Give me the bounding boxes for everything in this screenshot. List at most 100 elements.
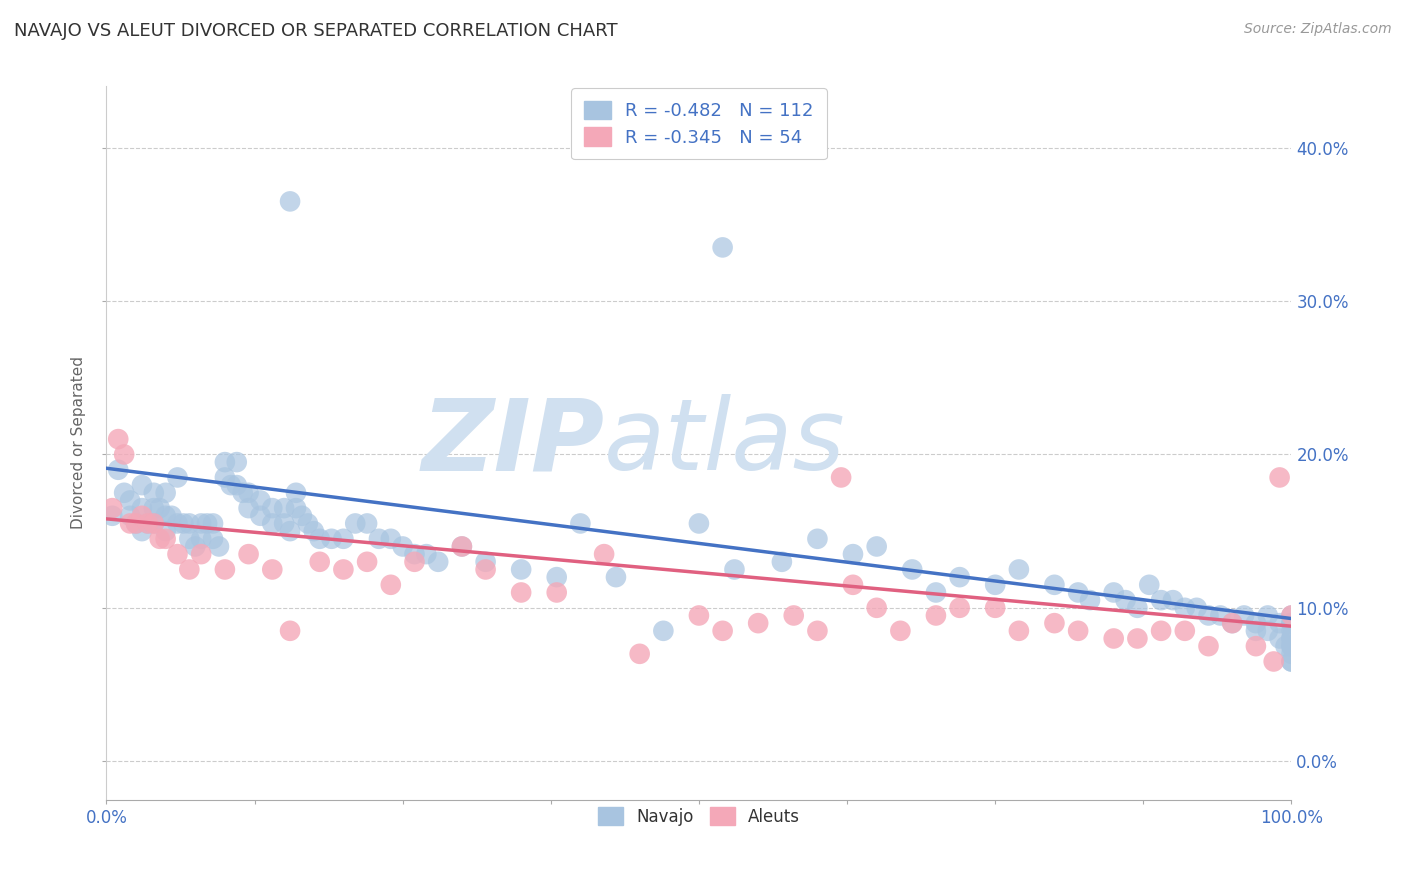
Point <box>219 478 242 492</box>
Point <box>1257 624 1279 638</box>
Point <box>866 540 889 554</box>
Point <box>842 547 865 561</box>
Point <box>308 532 330 546</box>
Point <box>149 501 172 516</box>
Point <box>391 540 413 554</box>
Point <box>1244 639 1267 653</box>
Point <box>1102 585 1125 599</box>
Point <box>404 547 426 561</box>
Point <box>546 585 568 599</box>
Text: ZIP: ZIP <box>422 394 605 491</box>
Point <box>688 516 710 531</box>
Point <box>166 547 188 561</box>
Point <box>605 570 627 584</box>
Point <box>404 555 426 569</box>
Point <box>984 600 1007 615</box>
Point <box>160 508 183 523</box>
Point <box>278 524 301 538</box>
Point <box>1268 632 1291 646</box>
Point <box>415 547 437 561</box>
Point <box>747 616 769 631</box>
Point <box>155 508 177 523</box>
Point <box>166 516 188 531</box>
Point <box>889 624 911 638</box>
Point <box>190 516 212 531</box>
Point <box>112 447 135 461</box>
Point <box>308 555 330 569</box>
Point <box>510 585 533 599</box>
Point <box>249 493 271 508</box>
Point <box>1268 616 1291 631</box>
Point <box>195 516 218 531</box>
Point <box>628 647 651 661</box>
Point <box>190 547 212 561</box>
Point <box>1078 593 1101 607</box>
Point <box>142 516 165 531</box>
Point <box>166 470 188 484</box>
Point <box>1115 593 1137 607</box>
Point <box>172 516 194 531</box>
Point <box>1281 639 1303 653</box>
Point <box>1233 608 1256 623</box>
Point <box>120 516 142 531</box>
Point <box>1126 632 1149 646</box>
Point <box>302 524 325 538</box>
Point <box>356 555 378 569</box>
Point <box>321 532 343 546</box>
Point <box>546 570 568 584</box>
Point <box>711 240 734 254</box>
Point <box>238 501 260 516</box>
Point <box>356 516 378 531</box>
Point <box>1150 593 1173 607</box>
Point <box>332 532 354 546</box>
Point <box>1126 600 1149 615</box>
Point <box>1220 616 1243 631</box>
Point <box>1008 624 1031 638</box>
Point <box>925 608 948 623</box>
Point <box>155 485 177 500</box>
Point <box>1268 470 1291 484</box>
Point <box>1281 655 1303 669</box>
Point <box>866 600 889 615</box>
Point <box>1281 632 1303 646</box>
Point <box>285 501 308 516</box>
Point <box>107 432 129 446</box>
Point <box>225 455 247 469</box>
Point <box>273 501 295 516</box>
Point <box>451 540 474 554</box>
Legend: Navajo, Aleuts: Navajo, Aleuts <box>589 799 808 834</box>
Point <box>1174 600 1197 615</box>
Point <box>179 516 201 531</box>
Point <box>332 562 354 576</box>
Point <box>1150 624 1173 638</box>
Text: NAVAJO VS ALEUT DIVORCED OR SEPARATED CORRELATION CHART: NAVAJO VS ALEUT DIVORCED OR SEPARATED CO… <box>14 22 617 40</box>
Point <box>214 470 236 484</box>
Point <box>806 532 828 546</box>
Point <box>1137 578 1160 592</box>
Point <box>273 516 295 531</box>
Point <box>806 624 828 638</box>
Point <box>1257 608 1279 623</box>
Point <box>380 532 402 546</box>
Point <box>569 516 592 531</box>
Point <box>142 516 165 531</box>
Point <box>285 485 308 500</box>
Point <box>202 516 225 531</box>
Point <box>593 547 616 561</box>
Point <box>652 624 675 638</box>
Point <box>214 562 236 576</box>
Point <box>278 194 301 209</box>
Point <box>291 508 314 523</box>
Point <box>155 532 177 546</box>
Point <box>1174 624 1197 638</box>
Point <box>1263 655 1285 669</box>
Point <box>101 508 124 523</box>
Point <box>949 570 972 584</box>
Point <box>136 516 159 531</box>
Point <box>1281 639 1303 653</box>
Point <box>136 516 159 531</box>
Point <box>120 493 142 508</box>
Point <box>949 600 972 615</box>
Point <box>1281 608 1303 623</box>
Point <box>901 562 924 576</box>
